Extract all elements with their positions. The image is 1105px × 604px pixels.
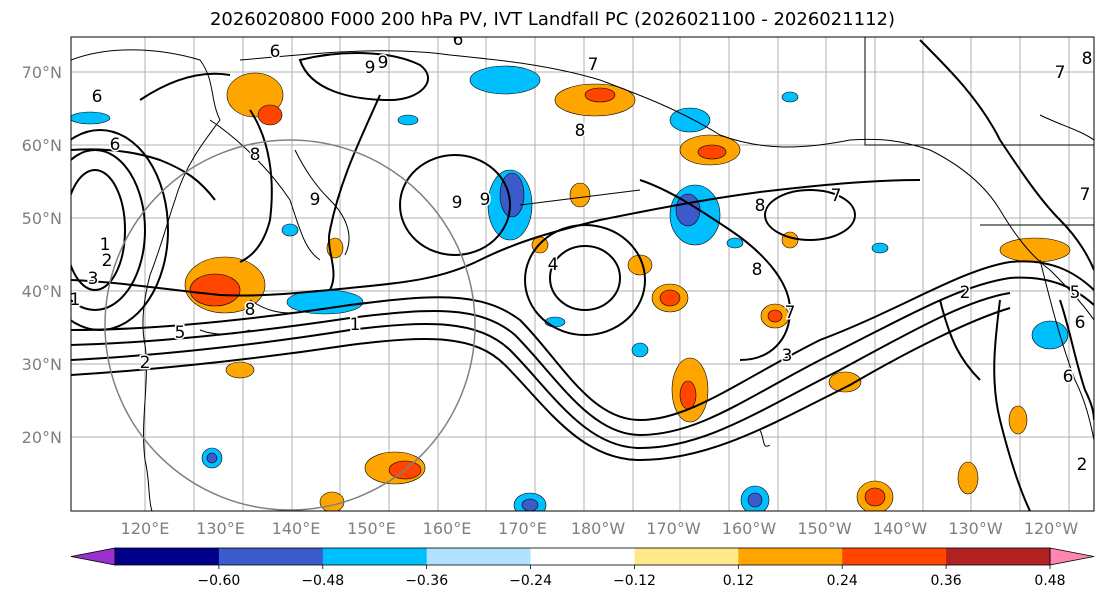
radius-circle bbox=[104, 139, 476, 511]
colorbar-tick-labels: −0.60 −0.48 −0.36 −0.24 −0.12 0.12 0.24 0.36 0.4… bbox=[197, 565, 1066, 589]
colorbar-extend-high bbox=[1049, 547, 1095, 566]
contour-label: 6 bbox=[110, 135, 121, 155]
colorbar-tick-label: −0.12 bbox=[613, 573, 656, 589]
contour-label: 7 bbox=[1080, 185, 1091, 205]
contour-label: 7 bbox=[831, 186, 842, 206]
longitude-label: 120°E bbox=[121, 519, 170, 538]
colorbar-segment bbox=[218, 548, 324, 565]
longitude-label: 120°W bbox=[1024, 519, 1079, 538]
contour-label: 4 bbox=[548, 255, 559, 275]
contour-label: 1 bbox=[350, 315, 361, 335]
latitude-labels: 70°N 60°N 50°N 40°N 30°N 20°N bbox=[22, 63, 62, 447]
contour-label: 9 bbox=[452, 193, 463, 213]
colorbar-segment bbox=[738, 548, 843, 565]
contour-label: 7 bbox=[785, 303, 796, 323]
colorbar-tick-label: −0.60 bbox=[197, 573, 240, 589]
longitude-label: 150°E bbox=[347, 519, 396, 538]
map-frame bbox=[70, 36, 1095, 512]
colorbar-tick-label: −0.36 bbox=[405, 573, 448, 589]
longitude-labels: 120°E 130°E 140°E 150°E 160°E 170°E 180°W 170°W… bbox=[121, 519, 1079, 538]
contour-label: 8 bbox=[755, 196, 766, 216]
contour-label: 6 bbox=[1075, 313, 1086, 333]
contour-label: 8 bbox=[752, 260, 763, 280]
colorbar-segment bbox=[115, 548, 220, 565]
pv-anomaly-shading bbox=[71, 65, 1071, 511]
colorbar-extend-low bbox=[70, 547, 116, 566]
contour-label: 1 bbox=[70, 290, 81, 310]
contour-label: 9 bbox=[310, 190, 321, 210]
contour-label: 6 bbox=[453, 30, 464, 50]
colorbar-tick-label: −0.24 bbox=[509, 573, 552, 589]
longitude-label: 180°W bbox=[571, 519, 626, 538]
contour-label: 6 bbox=[1063, 367, 1074, 387]
contour-label: 8 bbox=[245, 300, 256, 320]
longitude-label: 130°E bbox=[196, 519, 245, 538]
longitude-label: 160°W bbox=[722, 519, 777, 538]
latitude-label: 50°N bbox=[22, 209, 62, 228]
contour-label: 2 bbox=[960, 283, 971, 303]
contour-label: 7 bbox=[1055, 63, 1066, 83]
contour-label: 3 bbox=[88, 269, 99, 289]
colorbar-tick-label: 0.48 bbox=[1034, 573, 1065, 589]
contour-label: 8 bbox=[1082, 49, 1093, 69]
latitude-label: 70°N bbox=[22, 63, 62, 82]
contour-label: 9 bbox=[365, 58, 376, 78]
longitude-label: 140°E bbox=[272, 519, 321, 538]
colorbar-segment bbox=[946, 548, 1051, 565]
latitude-label: 30°N bbox=[22, 355, 62, 374]
longitude-label: 170°W bbox=[646, 519, 701, 538]
map-title: 2026020800 F000 200 hPa PV, IVT Landfall… bbox=[209, 9, 896, 30]
colorbar-segment bbox=[426, 548, 532, 565]
contour-label: 2 bbox=[1077, 455, 1088, 475]
contour-label: 2 bbox=[102, 251, 113, 271]
contour-label: 1 bbox=[100, 235, 111, 255]
contour-label: 3 bbox=[782, 346, 793, 366]
pv-contours bbox=[71, 39, 1094, 511]
colorbar-segment bbox=[842, 548, 947, 565]
longitude-label: 160°E bbox=[423, 519, 472, 538]
contour-label: 6 bbox=[270, 42, 281, 62]
latitude-label: 20°N bbox=[22, 428, 62, 447]
contour-label: 2 bbox=[140, 353, 151, 373]
contour-label: 7 bbox=[588, 55, 599, 75]
contour-label: 6 bbox=[92, 87, 103, 107]
contour-label: 5 bbox=[1070, 283, 1081, 303]
longitude-label: 130°W bbox=[948, 519, 1003, 538]
colorbar-tick-label: 0.12 bbox=[723, 573, 754, 589]
contour-label: 8 bbox=[250, 145, 261, 165]
colorbar-segment bbox=[634, 548, 739, 565]
longitude-label: 150°W bbox=[797, 519, 852, 538]
latitude-label: 40°N bbox=[22, 282, 62, 301]
contour-label: 9 bbox=[378, 53, 389, 73]
graticule bbox=[71, 37, 1094, 511]
colorbar-tick-label: −0.48 bbox=[301, 573, 344, 589]
colorbar bbox=[70, 547, 1095, 566]
latitude-label: 60°N bbox=[22, 136, 62, 155]
colorbar-tick-label: 0.24 bbox=[827, 573, 858, 589]
longitude-label: 170°E bbox=[498, 519, 547, 538]
longitude-label: 140°W bbox=[873, 519, 928, 538]
contour-label: 8 bbox=[575, 121, 586, 141]
colorbar-segment bbox=[530, 548, 635, 565]
colorbar-tick-label: 0.36 bbox=[931, 573, 962, 589]
contour-label: 5 bbox=[175, 323, 186, 343]
colorbar-segment bbox=[322, 548, 428, 565]
colorbar-frame bbox=[114, 547, 1051, 566]
contour-label: 9 bbox=[480, 190, 491, 210]
